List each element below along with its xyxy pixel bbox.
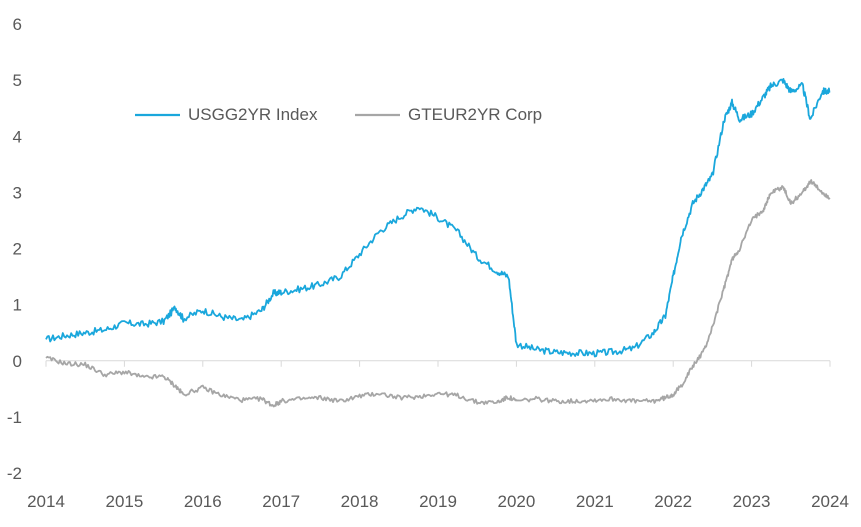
x-tick-label: 2022 (654, 492, 692, 511)
x-tick-label: 2014 (27, 492, 65, 511)
series-line-usgg2yr (45, 78, 831, 358)
y-tick-label: -2 (7, 464, 22, 483)
y-tick-label: 3 (13, 183, 22, 202)
y-axis-tick-labels: -2 -1 0 1 2 3 4 5 6 (7, 15, 22, 483)
series-line-gteur2yr (45, 179, 831, 408)
x-axis-tick-marks (45, 360, 831, 367)
y-tick-label: 6 (13, 15, 22, 34)
legend-label-usgg2yr: USGG2YR Index (188, 105, 318, 124)
x-tick-label: 2023 (733, 492, 771, 511)
x-tick-label: 2024 (811, 492, 849, 511)
legend-label-gteur2yr: GTEUR2YR Corp (408, 105, 542, 124)
x-tick-label: 2020 (497, 492, 535, 511)
y-tick-label: 2 (13, 240, 22, 259)
x-tick-label: 2015 (105, 492, 143, 511)
x-tick-label: 2019 (419, 492, 457, 511)
legend: USGG2YR Index GTEUR2YR Corp (135, 105, 542, 124)
y-tick-label: -1 (7, 408, 22, 427)
y-tick-label: 0 (13, 352, 22, 371)
x-tick-label: 2018 (341, 492, 379, 511)
x-tick-label: 2021 (576, 492, 614, 511)
x-tick-label: 2017 (262, 492, 300, 511)
y-tick-label: 5 (13, 71, 22, 90)
y-tick-label: 1 (13, 296, 22, 315)
x-tick-label: 2016 (184, 492, 222, 511)
x-axis-tick-labels: 2014 2015 2016 2017 2018 2019 2020 2021 2022 2023… (27, 492, 849, 511)
y-tick-label: 4 (13, 127, 22, 146)
